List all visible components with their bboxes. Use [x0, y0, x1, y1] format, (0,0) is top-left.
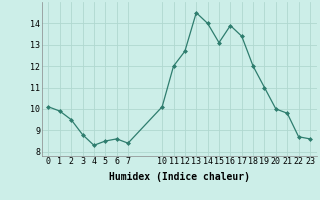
X-axis label: Humidex (Indice chaleur): Humidex (Indice chaleur): [109, 172, 250, 182]
